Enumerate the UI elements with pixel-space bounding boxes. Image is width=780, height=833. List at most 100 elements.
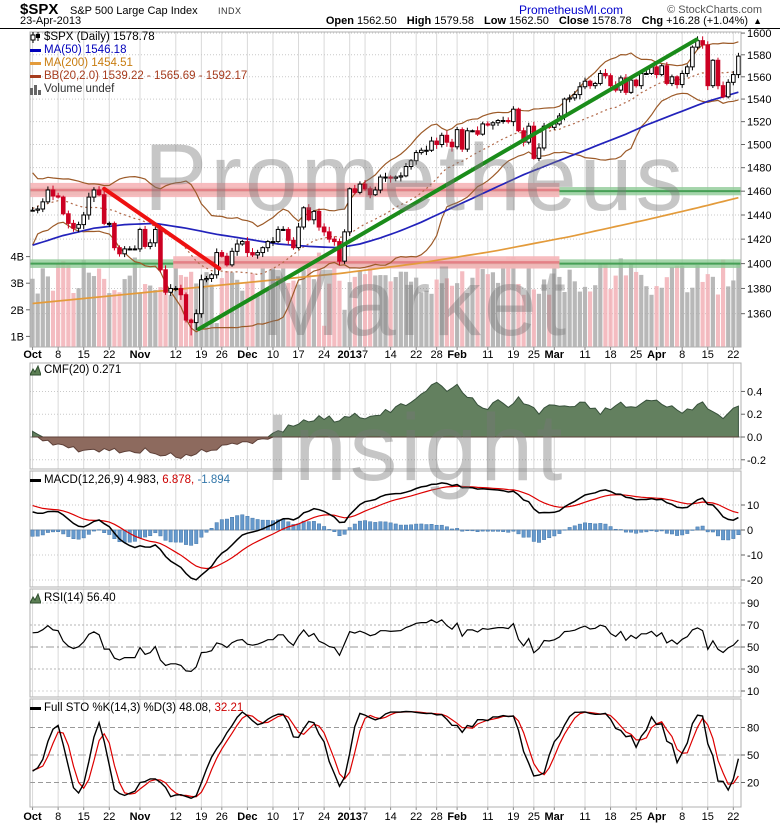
svg-text:1500: 1500 [747, 140, 771, 152]
prometheus-link[interactable]: PrometheusMI.com [518, 3, 623, 17]
svg-text:50: 50 [747, 642, 759, 654]
svg-text:0.4: 0.4 [747, 386, 762, 398]
svg-text:1420: 1420 [747, 234, 771, 246]
rsi-axis: 90 70 50 30 10 [741, 598, 759, 698]
change-value: +16.28 (+1.04%) [666, 15, 749, 27]
close-label: Close [558, 15, 589, 27]
svg-text:11: 11 [482, 811, 493, 823]
volume-icon [30, 85, 41, 95]
svg-text:15: 15 [702, 811, 714, 823]
svg-text:Dec: Dec [237, 349, 257, 361]
svg-text:8: 8 [55, 349, 61, 361]
svg-text:14: 14 [384, 349, 396, 361]
ma50-line [32, 91, 739, 249]
open-label: Open [325, 15, 354, 27]
high-value: 1579.58 [434, 15, 474, 27]
rsi-label: RSI(14) 56.40 [44, 592, 116, 604]
svg-text:25: 25 [630, 349, 642, 361]
sto-d-value: 32.21 [214, 702, 244, 714]
quote-summary: Open 1562.50 High 1579.58 Low 1562.50 Close… [319, 15, 762, 27]
date-axis-top: Oct 8 15 22 Nov 12 19 26 Dec 10 17 24 2013 7 14 22 28 Feb… [23, 347, 739, 361]
high-label: High [406, 15, 432, 27]
sto-legend: Full STO %K(14,3) %D(3) 48.08, 32.21 [30, 702, 243, 715]
svg-text:Apr: Apr [647, 349, 667, 361]
candlestick-icon [30, 32, 40, 43]
svg-text:17: 17 [292, 349, 304, 361]
ma50-swatch [30, 49, 41, 52]
svg-text:7: 7 [362, 349, 368, 361]
svg-text:22: 22 [727, 811, 739, 823]
cmf-area [32, 381, 739, 460]
bollinger-swatch [30, 75, 41, 78]
svg-text:11: 11 [579, 349, 590, 361]
svg-text:22: 22 [727, 349, 739, 361]
open-value: 1562.50 [356, 15, 397, 27]
resistance-trendline [102, 186, 222, 271]
svg-text:24: 24 [318, 349, 330, 361]
svg-text:Insight: Insight [265, 395, 566, 501]
svg-text:20: 20 [747, 778, 759, 790]
sto-label: Full STO %K(14,3) %D(3) 48.08, [44, 702, 212, 714]
svg-text:1400: 1400 [747, 259, 771, 271]
svg-text:Prometheus: Prometheus [144, 125, 686, 231]
svg-text:25: 25 [630, 811, 642, 823]
svg-text:1600: 1600 [747, 28, 771, 40]
support-trendline [196, 37, 699, 331]
svg-text:28: 28 [431, 349, 443, 361]
macd-legend: MACD(12,26,9) 4.983, 6.878, -1.894 [30, 474, 230, 487]
svg-text:19: 19 [507, 811, 519, 823]
svg-text:11: 11 [482, 349, 493, 361]
symbol-legend: $SPX (Daily) 1578.78 [44, 31, 155, 43]
support-resistance-bands [30, 182, 741, 269]
svg-text:11: 11 [579, 811, 590, 823]
price-axis: 1360 1380 1400 1420 1440 1460 1480 1500 1520 1540… [741, 28, 771, 321]
svg-text:Dec: Dec [237, 811, 257, 823]
change-up-icon: ▲ [753, 16, 762, 26]
svg-text:-20: -20 [747, 575, 763, 587]
svg-text:1540: 1540 [747, 94, 771, 106]
svg-text:1520: 1520 [747, 117, 771, 129]
index-name: S&P 500 Large Cap Index [70, 5, 198, 17]
change-label: Chg [641, 15, 664, 27]
rsi-grid [30, 589, 741, 697]
svg-text:25: 25 [528, 811, 540, 823]
rsi-line [32, 619, 739, 673]
svg-text:1360: 1360 [747, 309, 771, 321]
svg-text:26: 26 [216, 811, 228, 823]
volume-axis: 1B 2B 3B 4B [11, 252, 30, 343]
chart-header: $SPX S&P 500 Large Cap Index INDX Promet… [0, 0, 780, 29]
svg-text:1480: 1480 [747, 163, 771, 175]
sto-d-line [32, 711, 739, 798]
svg-text:Feb: Feb [447, 811, 467, 823]
svg-text:25: 25 [528, 349, 540, 361]
close-value: 1578.78 [591, 15, 632, 27]
svg-text:8: 8 [55, 811, 61, 823]
svg-text:22: 22 [410, 811, 422, 823]
ma200-line [32, 196, 739, 305]
svg-text:0.2: 0.2 [747, 409, 762, 421]
low-label: Low [484, 15, 507, 27]
watermark: Prometheus Market Insight [144, 125, 686, 501]
svg-text:1560: 1560 [747, 72, 771, 84]
svg-text:2013: 2013 [337, 811, 361, 823]
low-value: 1562.50 [509, 15, 549, 27]
svg-text:12: 12 [170, 349, 182, 361]
svg-text:24: 24 [318, 811, 330, 823]
svg-text:Market: Market [261, 250, 569, 356]
macd-swatch [30, 479, 41, 482]
svg-text:4B: 4B [11, 252, 24, 264]
svg-text:8: 8 [679, 811, 685, 823]
svg-text:26: 26 [216, 349, 228, 361]
svg-text:7: 7 [362, 811, 368, 823]
svg-text:10: 10 [267, 349, 279, 361]
svg-text:10: 10 [747, 686, 759, 698]
svg-text:2013: 2013 [337, 349, 361, 361]
svg-text:10: 10 [267, 811, 279, 823]
svg-text:1460: 1460 [747, 186, 771, 198]
svg-text:19: 19 [195, 811, 207, 823]
area-chart-icon [30, 593, 41, 604]
area-chart-icon [30, 365, 41, 376]
svg-text:0: 0 [747, 525, 753, 537]
svg-text:80: 80 [747, 722, 759, 734]
